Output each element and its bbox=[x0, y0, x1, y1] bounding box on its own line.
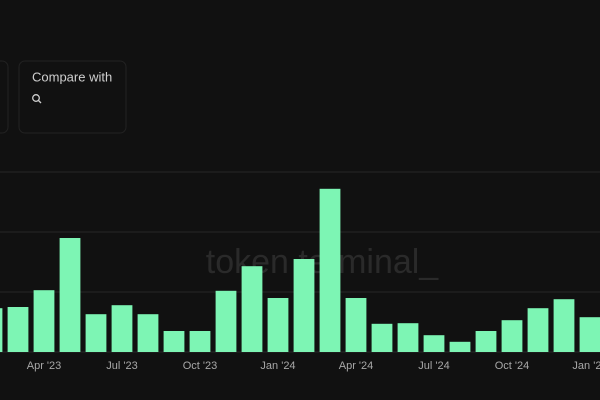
bar bbox=[111, 305, 133, 352]
bar bbox=[215, 290, 237, 352]
bar bbox=[475, 331, 497, 352]
bar bbox=[527, 308, 549, 352]
search-icon[interactable] bbox=[32, 94, 42, 104]
bar bbox=[501, 320, 523, 352]
bar bbox=[293, 259, 315, 352]
x-tick-label: Jul '24 bbox=[418, 360, 449, 372]
bar bbox=[163, 331, 185, 352]
x-tick-label: Apr '24 bbox=[339, 360, 374, 372]
bar bbox=[371, 323, 393, 352]
x-tick-label: Jan '24 bbox=[260, 360, 295, 372]
x-tick-label: Oct '24 bbox=[495, 360, 530, 372]
bar bbox=[85, 314, 107, 352]
bar bbox=[0, 308, 3, 352]
bar bbox=[137, 314, 159, 352]
bar bbox=[345, 298, 367, 352]
bar bbox=[553, 299, 575, 352]
bar bbox=[579, 317, 600, 352]
bar bbox=[7, 307, 29, 352]
filter-box[interactable] bbox=[0, 60, 9, 134]
bar bbox=[397, 323, 419, 352]
bar bbox=[423, 335, 445, 352]
x-tick-label: Jan '25 bbox=[572, 360, 600, 372]
bar bbox=[189, 331, 211, 352]
x-tick-label: Jul '23 bbox=[106, 360, 137, 372]
bar bbox=[319, 188, 341, 352]
bar bbox=[59, 238, 81, 352]
bar bbox=[449, 341, 471, 352]
compare-label: Compare with bbox=[32, 69, 112, 84]
bar bbox=[267, 298, 289, 352]
x-tick-label: Oct '23 bbox=[183, 360, 218, 372]
bar bbox=[33, 290, 55, 352]
bar bbox=[241, 266, 263, 352]
compare-box[interactable] bbox=[18, 60, 127, 134]
x-tick-label: Apr '23 bbox=[27, 360, 62, 372]
